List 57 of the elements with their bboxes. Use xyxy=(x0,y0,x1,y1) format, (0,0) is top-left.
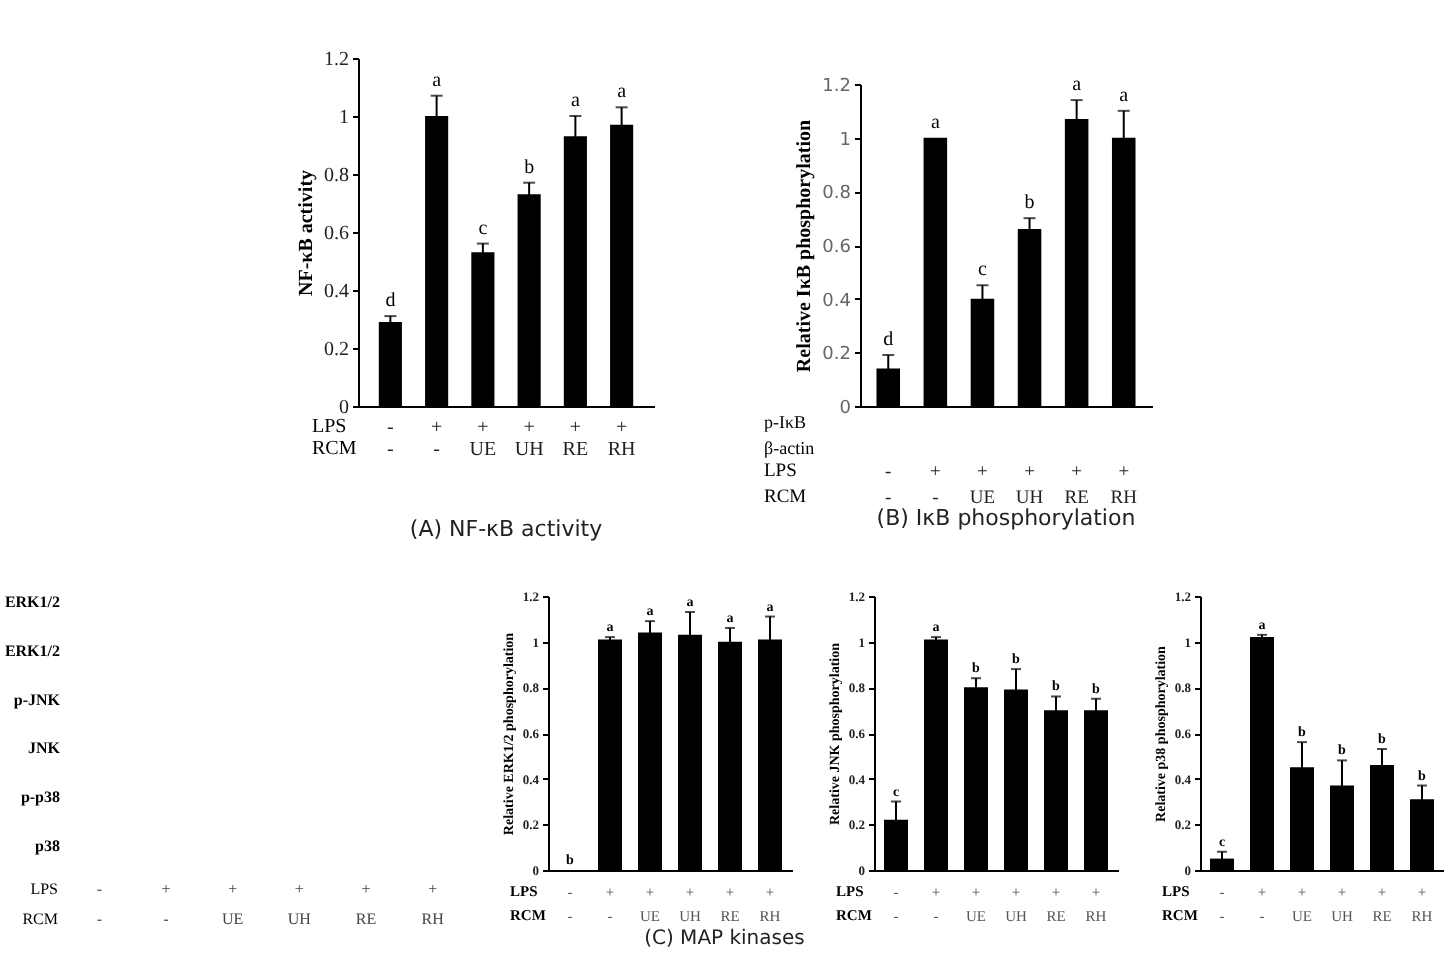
x-tick-label: + RH xyxy=(607,417,636,461)
text: p-IκB xyxy=(764,412,807,432)
text: β-actin xyxy=(764,438,816,458)
annotation: d xyxy=(883,329,894,352)
x-tick-label: - - xyxy=(387,417,394,461)
y-tick-label: 0 xyxy=(839,399,852,419)
x-tick-label: + RE xyxy=(1064,463,1090,509)
annotation: a xyxy=(570,90,581,112)
annotation: a xyxy=(432,69,443,92)
annotation: b xyxy=(1024,192,1035,215)
text: ERK1/2 xyxy=(4,593,60,611)
text: (B) IκB phosphorylation xyxy=(876,505,1136,531)
y-axis-title: Relative IκB phosphorylation xyxy=(794,119,817,373)
annotation: b xyxy=(524,156,535,179)
text: ERK1/2 xyxy=(4,641,60,660)
text: (A) NF-κB activity xyxy=(409,516,604,542)
x-tick-label: + - xyxy=(430,417,443,461)
annotation: a xyxy=(1072,74,1083,97)
text: RCM xyxy=(22,910,58,928)
text: RCM xyxy=(312,438,357,460)
text: LPS xyxy=(312,416,347,438)
y-tick-label: 0.2 xyxy=(822,345,851,366)
text: LPS xyxy=(30,880,58,898)
y-tick-label: 0.6 xyxy=(822,238,852,258)
y-tick-label: 0 xyxy=(339,397,349,419)
annotation: d xyxy=(385,290,396,313)
annotation: c xyxy=(978,259,988,282)
text: p38 xyxy=(35,837,60,855)
y-tick-label: 0.8 xyxy=(822,184,852,205)
y-tick-label: 1 xyxy=(339,107,349,129)
x-tick-label: + UE xyxy=(969,463,996,509)
x-tick-label: + - xyxy=(930,463,941,509)
annotation: c xyxy=(478,217,489,240)
y-tick-label: 0.8 xyxy=(324,165,349,187)
y-tick-label: 0.6 xyxy=(324,223,349,245)
x-tick-label: + RH xyxy=(1110,463,1138,509)
text: p-JNK xyxy=(13,690,62,709)
x-tick-label: + UH xyxy=(514,417,544,461)
y-axis-title: NF-κB activity xyxy=(296,169,318,297)
y-tick-label: 0.4 xyxy=(324,281,349,303)
text: p-p38 xyxy=(20,788,60,807)
x-tick-label: + UH xyxy=(1015,463,1044,509)
y-tick-label: 0.2 xyxy=(324,339,349,361)
y-tick-label: 1 xyxy=(839,130,851,151)
y-tick-label: 0.4 xyxy=(822,291,852,312)
text: LPS xyxy=(764,462,797,482)
y-tick-label: 1.2 xyxy=(822,77,851,97)
text: JNK xyxy=(28,739,62,758)
x-tick-label: - - xyxy=(885,463,892,509)
y-tick-label: 1.2 xyxy=(324,49,349,71)
x-tick-label: + UE xyxy=(469,417,497,461)
annotation: a xyxy=(1119,84,1130,107)
annotation: a xyxy=(930,111,941,134)
annotation: a xyxy=(617,81,628,104)
x-tick-label: + RE xyxy=(562,417,589,461)
text: RCM xyxy=(764,488,808,508)
text: (C) MAP kinases xyxy=(644,928,805,950)
